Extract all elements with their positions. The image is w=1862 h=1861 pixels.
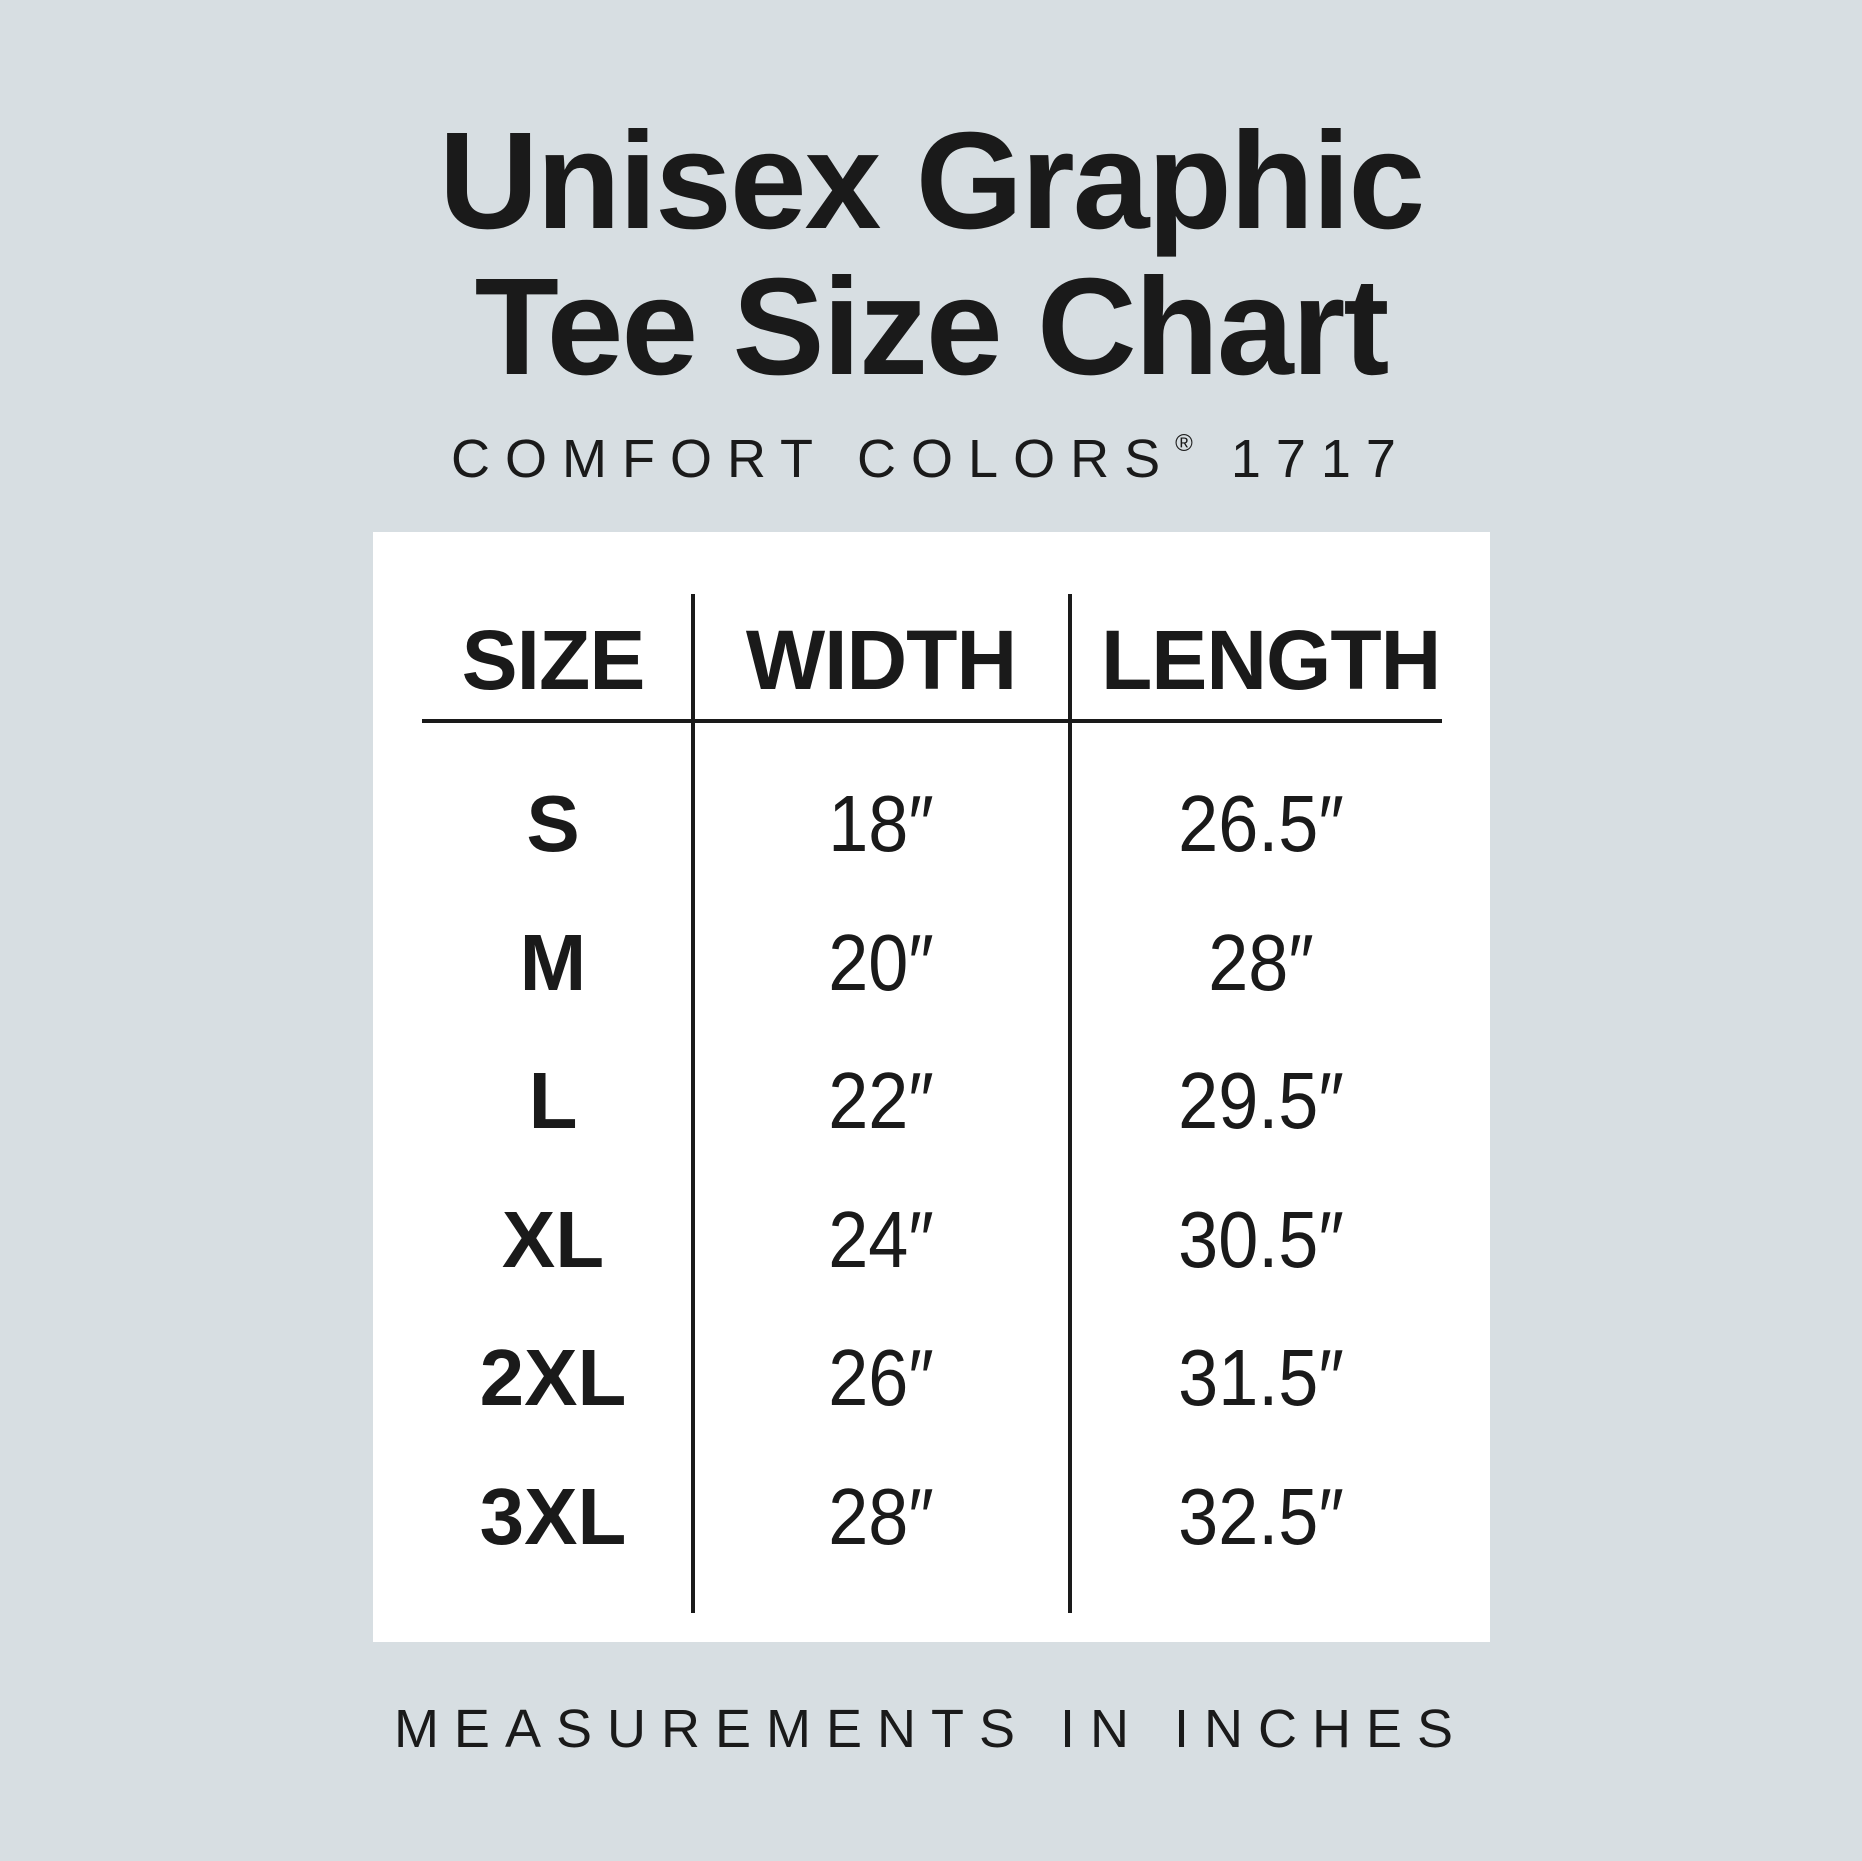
cell-size: XL bbox=[501, 1194, 605, 1284]
registered-mark: ® bbox=[1175, 430, 1201, 457]
cell-width: 18″ bbox=[828, 779, 934, 868]
header-size: SIZE bbox=[461, 613, 646, 707]
cell-length: 30.5″ bbox=[1178, 1194, 1344, 1284]
cell-length: 28″ bbox=[1208, 917, 1314, 1007]
cell-length: 29.5″ bbox=[1178, 1056, 1344, 1145]
cell-size: S bbox=[526, 779, 580, 868]
title-line-2: Tee Size Chart bbox=[474, 250, 1390, 404]
cell-width: 22″ bbox=[828, 1056, 934, 1145]
cell-width: 28″ bbox=[828, 1471, 934, 1561]
cell-length: 32.5″ bbox=[1178, 1471, 1344, 1561]
cell-length: 31.5″ bbox=[1178, 1333, 1344, 1422]
cell-width: 26″ bbox=[828, 1333, 934, 1422]
size-table: SIZE WIDTH LENGTH S 18″ 26.5″ M 20″ 28″ L 22″ 29… bbox=[373, 532, 1490, 1642]
cell-size: 3XL bbox=[479, 1471, 627, 1561]
cell-size: L bbox=[528, 1056, 578, 1145]
column-divider bbox=[1068, 594, 1072, 1613]
column-divider bbox=[691, 594, 695, 1613]
subtitle-brand: COMFORT COLORS bbox=[451, 429, 1176, 489]
footer-note: MEASUREMENTS IN INCHES bbox=[393, 1699, 1469, 1759]
title-line-1: Unisex Graphic bbox=[438, 104, 1425, 258]
cell-width: 20″ bbox=[828, 917, 934, 1007]
subtitle: COMFORT COLORS® 1717 bbox=[0, 429, 1862, 489]
header-divider bbox=[422, 719, 1442, 723]
subtitle-model: 1717 bbox=[1230, 429, 1411, 489]
header-length: LENGTH bbox=[1101, 613, 1441, 707]
cell-length: 26.5″ bbox=[1178, 779, 1344, 868]
cell-width: 24″ bbox=[828, 1194, 934, 1284]
header-width: WIDTH bbox=[745, 613, 1017, 707]
cell-size: 2XL bbox=[479, 1333, 627, 1422]
cell-size: M bbox=[519, 917, 587, 1007]
